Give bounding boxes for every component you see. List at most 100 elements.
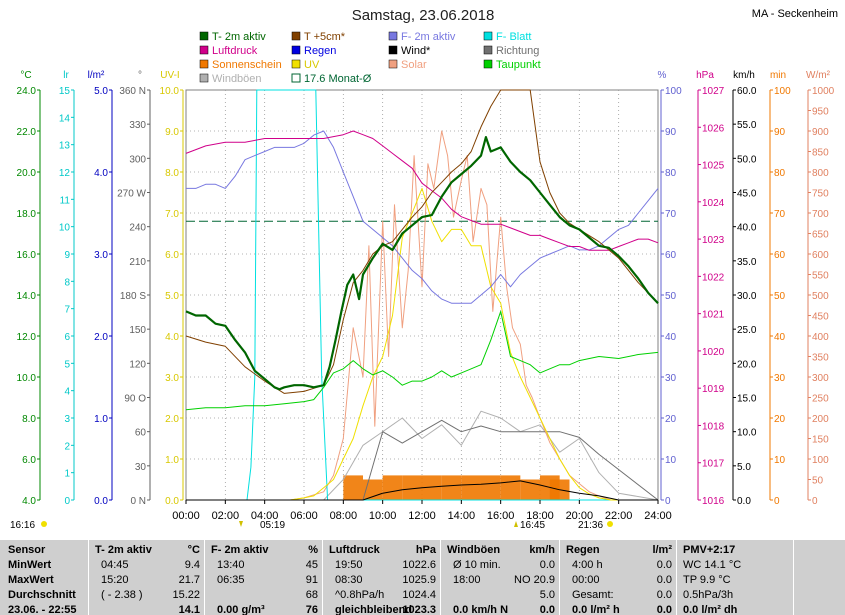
cell-label: ^0.8hPa/h	[335, 589, 385, 601]
axis-unit: hPa	[696, 70, 714, 81]
table-row-labels: Sensor MinWert MaxWert Durchschnitt 23.0…	[0, 540, 88, 615]
tick-label: 3	[64, 414, 70, 425]
cell-value: 0.0	[539, 559, 555, 571]
tick-label: 18.0	[17, 209, 37, 220]
cell-value: 0.0	[539, 604, 555, 615]
table-row: TP 9.9 °C	[677, 573, 793, 587]
legend-swatch	[483, 45, 493, 55]
cell-label: Ø 10 min.	[453, 559, 501, 571]
separator	[793, 540, 794, 615]
time-tick-label: 02:00	[212, 510, 240, 522]
table-row: Ø 10 min. 0.0	[441, 558, 559, 572]
legend-label: Regen	[304, 45, 336, 57]
tick-label: 1023	[702, 235, 725, 246]
axis-unit: min	[770, 70, 786, 81]
axis-unit: %	[658, 70, 667, 81]
tick-label: 14.0	[17, 291, 37, 302]
sunset-marker-icon	[607, 521, 613, 527]
tick-label: 10.0	[160, 86, 180, 97]
table-row: 14.1	[89, 603, 204, 615]
time-tick-label: 18:00	[526, 510, 554, 522]
tick-label: 1018	[702, 421, 725, 432]
section-unit: °C	[187, 544, 200, 556]
section-unit: km/h	[529, 544, 555, 556]
section-title: PMV+2:17	[677, 543, 793, 557]
tick-label: 14	[59, 113, 71, 124]
plot-area	[185, 89, 659, 501]
tick-label: 0 N	[130, 496, 146, 507]
cell-label: 00:00	[572, 574, 600, 586]
event-markers: 16:16 05:19 16:45 21:36	[10, 520, 613, 531]
tick-label: 20.0	[17, 168, 37, 179]
legend-label: Sonnenschein	[212, 59, 282, 71]
table-row: ( - 2.38 ) 15.22	[89, 588, 204, 602]
tick-label: 90	[774, 127, 786, 138]
cell-value: 1024.4	[402, 589, 436, 601]
sunshine-bar	[481, 475, 501, 500]
separator	[322, 540, 323, 615]
series-line-uv	[186, 187, 658, 501]
tick-label: 15.0	[737, 394, 757, 405]
tick-label: 15	[59, 86, 71, 97]
legend-label: UV	[304, 59, 320, 71]
series-line-taupunkt	[185, 310, 659, 411]
legend-swatch	[483, 59, 493, 69]
time-tick-label: 06:00	[290, 510, 318, 522]
tick-label: 45.0	[737, 189, 757, 200]
event-time: 16:16	[10, 520, 35, 531]
legend-swatch	[483, 31, 493, 41]
tick-label: 50	[665, 291, 677, 302]
left-axes: °C lr l/m² ° UV-I24.022.020.018.016.014.012.…	[17, 70, 184, 507]
tick-label: 60	[135, 428, 147, 439]
tick-label: 450	[812, 312, 829, 323]
cell-value: 15.22	[172, 589, 200, 601]
tick-label: 13	[59, 141, 71, 152]
separator	[559, 540, 560, 615]
tick-label: 80	[665, 168, 677, 179]
right-axes: % hPa km/h min W/m²1009080706050403020100102…	[658, 70, 835, 507]
legend-swatch	[199, 31, 209, 41]
tick-label: 60	[774, 250, 786, 261]
section-title: Regen l/m²	[560, 543, 676, 557]
cell-label: 04:45	[101, 559, 129, 571]
legend-label: T- 2m aktiv	[212, 31, 266, 43]
axis-unit: °	[138, 70, 142, 81]
tick-label: 0	[64, 496, 70, 507]
tick-label: 10.0	[17, 373, 37, 384]
tick-label: 4.0	[22, 496, 36, 507]
tick-label: 250	[812, 394, 829, 405]
section-title-text: Regen	[566, 544, 600, 556]
tick-label: 40.0	[737, 223, 757, 234]
tick-label: 40	[665, 332, 677, 343]
tick-label: 1000	[812, 86, 835, 97]
time-tick-label: 22:00	[605, 510, 633, 522]
tick-label: 1024	[702, 198, 725, 209]
legend-label: Luftdruck	[212, 45, 258, 57]
temp-section: T- 2m aktiv °C 04:45 9.4 15:20 21.7 ( - 2.38 )…	[89, 540, 204, 615]
tick-label: 500	[812, 291, 829, 302]
tick-label: 50	[812, 476, 824, 487]
cell-label: 18:00	[453, 574, 481, 586]
tick-label: 8.0	[165, 168, 179, 179]
axis-unit: lr	[63, 70, 69, 81]
sunshine-bar	[461, 475, 481, 500]
chart-title: Samstag, 23.06.2018	[352, 7, 495, 24]
pressure-section: Luftdruck hPa 19:50 1022.6 08:30 1025.9 ^0.8hP…	[323, 540, 440, 615]
tick-label: 22.0	[17, 127, 37, 138]
time-tick-label: 12:00	[408, 510, 436, 522]
legend-label: Richtung	[496, 45, 539, 57]
tick-label: 16.0	[17, 250, 37, 261]
tick-label: 5.0	[737, 462, 751, 473]
time-axis: 00:00 02:00 04:00 06:00 08:00 10:00 12:00 14:00…	[172, 500, 672, 522]
separator	[676, 540, 677, 615]
tick-label: 24.0	[17, 86, 37, 97]
tick-label: 5.0	[94, 86, 108, 97]
tick-label: 5.0	[165, 291, 179, 302]
tick-label: 1021	[702, 310, 725, 321]
tick-label: 6.0	[22, 455, 36, 466]
legend-swatch	[291, 31, 301, 41]
section-title: Luftdruck hPa	[323, 543, 440, 557]
tick-label: 180 S	[120, 291, 146, 302]
label-sensor: Sensor	[8, 544, 46, 556]
tick-label: 360 N	[119, 86, 146, 97]
